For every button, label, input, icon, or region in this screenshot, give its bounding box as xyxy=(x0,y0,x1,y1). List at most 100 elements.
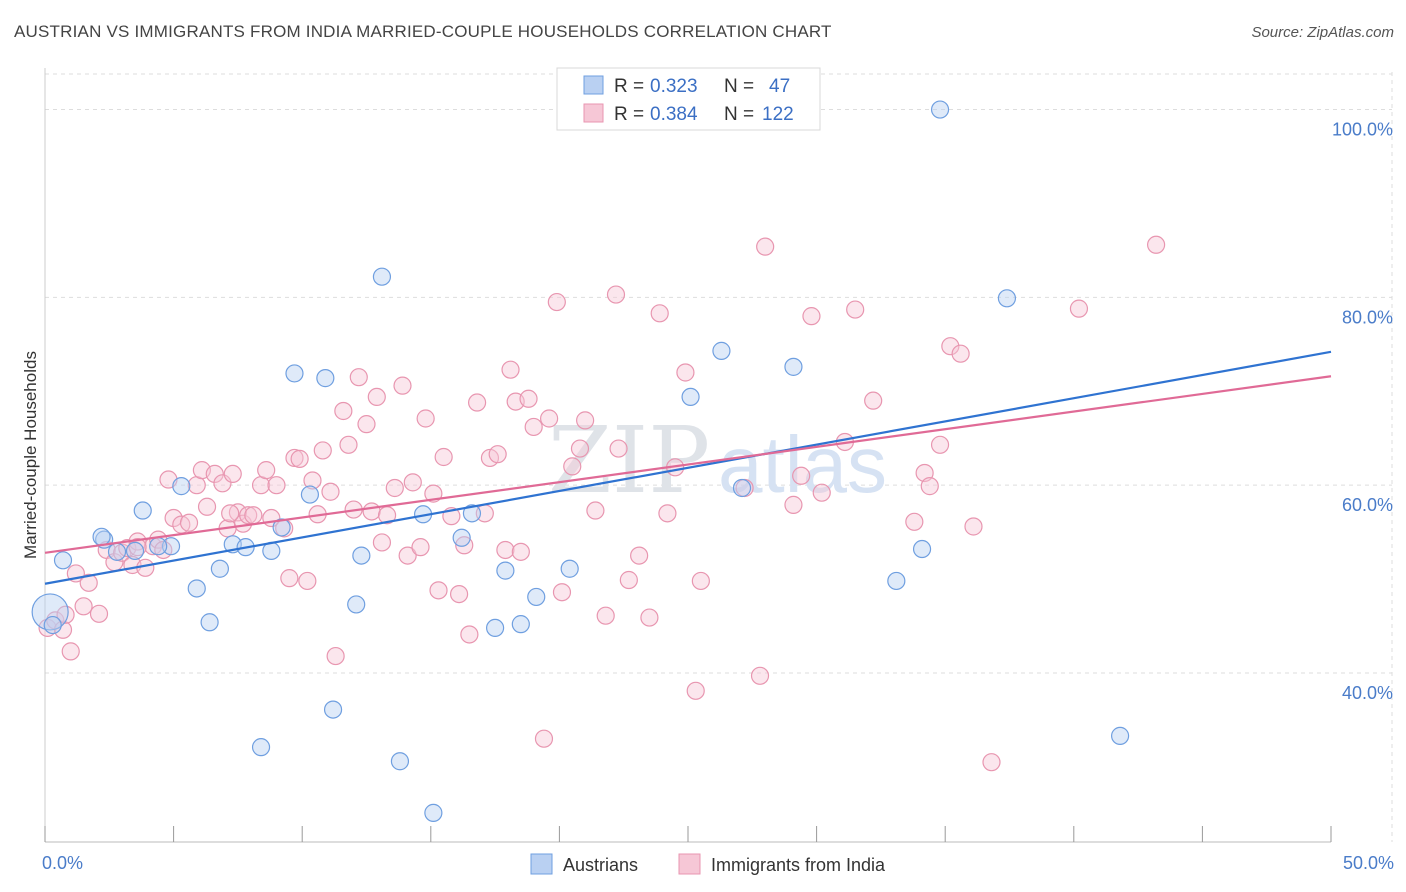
india-point xyxy=(676,363,695,382)
india-point xyxy=(1147,235,1166,254)
austrian-trend-line xyxy=(44,350,1332,585)
india-point xyxy=(846,300,865,319)
india-point xyxy=(267,476,286,495)
india-point xyxy=(334,401,353,421)
india-point xyxy=(38,618,57,638)
austrian-point xyxy=(997,289,1017,308)
y-tick-label: 40.0% xyxy=(1342,683,1393,703)
india-point xyxy=(586,501,605,520)
austrian-point xyxy=(125,541,145,561)
india-point xyxy=(619,570,638,590)
india-trend-line xyxy=(44,375,1332,554)
india-point xyxy=(784,495,803,514)
bottom-legend: Austrians Immigrants from India xyxy=(530,853,886,875)
legend-n-label-austrians: N = xyxy=(724,76,754,97)
x-tick-label-min: 0.0% xyxy=(42,853,83,873)
austrian-point xyxy=(31,593,69,631)
watermark: ZIP atlas xyxy=(548,407,887,514)
india-point xyxy=(326,646,345,666)
india-point xyxy=(792,466,811,485)
india-point xyxy=(552,583,572,602)
india-point xyxy=(534,729,554,748)
india-point xyxy=(357,415,376,434)
india-point xyxy=(228,503,247,522)
india-point xyxy=(640,608,659,627)
india-point xyxy=(496,540,515,560)
india-point xyxy=(251,476,271,495)
austrian-point xyxy=(347,595,366,614)
chart-title: AUSTRIAN VS IMMIGRANTS FROM INDIA MARRIE… xyxy=(14,22,832,41)
india-point xyxy=(321,482,340,501)
austrian-point xyxy=(53,551,73,570)
austrian-point xyxy=(316,369,335,388)
india-point xyxy=(372,533,392,552)
india-point xyxy=(257,461,276,480)
austrian-point xyxy=(452,528,471,547)
india-point xyxy=(411,538,430,557)
austrian-point xyxy=(496,561,515,580)
india-point xyxy=(197,497,217,516)
india-point xyxy=(941,337,960,356)
india-point xyxy=(905,512,924,531)
austrian-point xyxy=(251,738,271,757)
x-tick-labels: 0.0% 50.0% xyxy=(42,853,1394,873)
austrian-point xyxy=(712,341,731,360)
y-tick-label: 80.0% xyxy=(1342,307,1393,327)
y-tick-label: 60.0% xyxy=(1342,495,1393,515)
india-point xyxy=(930,435,950,454)
india-point xyxy=(179,513,199,532)
india-point xyxy=(290,449,309,468)
india-point xyxy=(750,666,770,685)
india-point xyxy=(434,447,453,467)
austrian-point xyxy=(161,537,181,556)
india-point xyxy=(540,409,559,428)
india-point xyxy=(606,285,626,304)
india-points xyxy=(38,235,1166,772)
india-point xyxy=(367,387,386,407)
legend-n-value-india: 122 xyxy=(762,104,794,125)
austrian-point xyxy=(930,100,950,119)
india-point xyxy=(398,546,417,565)
india-point xyxy=(303,471,322,490)
india-point xyxy=(501,360,520,379)
austrian-point xyxy=(187,579,206,598)
bottom-legend-austrians: Austrians xyxy=(563,855,638,875)
legend-n-label-india: N = xyxy=(724,104,754,125)
india-point xyxy=(467,393,487,412)
y-axis-label: Married-couple Households xyxy=(21,351,40,559)
legend-swatch-india xyxy=(583,103,604,123)
austrian-point xyxy=(1110,726,1130,745)
austrian-point xyxy=(912,539,932,559)
austrian-point xyxy=(107,542,127,561)
austrian-point xyxy=(133,501,152,520)
india-point xyxy=(596,606,615,625)
india-point xyxy=(429,581,448,600)
india-point xyxy=(658,504,677,523)
india-point xyxy=(756,237,775,256)
india-point xyxy=(524,417,543,437)
austrian-point xyxy=(272,518,291,537)
india-point xyxy=(951,344,970,363)
india-point xyxy=(205,464,224,484)
india-point xyxy=(920,477,939,496)
india-point xyxy=(570,439,590,458)
austrian-point xyxy=(323,700,343,719)
india-point xyxy=(812,483,831,502)
india-point xyxy=(61,642,80,661)
india-point xyxy=(519,389,538,408)
austrian-point xyxy=(352,546,371,565)
austrian-point xyxy=(424,803,443,822)
india-point xyxy=(285,448,304,468)
india-point xyxy=(1069,299,1089,318)
legend-swatch-austrians xyxy=(583,75,604,95)
y-tick-label: 100.0% xyxy=(1332,120,1393,140)
india-point xyxy=(630,546,649,565)
india-point xyxy=(691,571,710,591)
austrian-point xyxy=(210,559,229,578)
legend-r-label-india: R = xyxy=(614,104,644,125)
austrian-point xyxy=(149,537,168,556)
bottom-legend-india: Immigrants from India xyxy=(711,855,886,875)
austrian-point xyxy=(200,613,219,632)
x-tick-label-max: 50.0% xyxy=(1343,853,1394,873)
